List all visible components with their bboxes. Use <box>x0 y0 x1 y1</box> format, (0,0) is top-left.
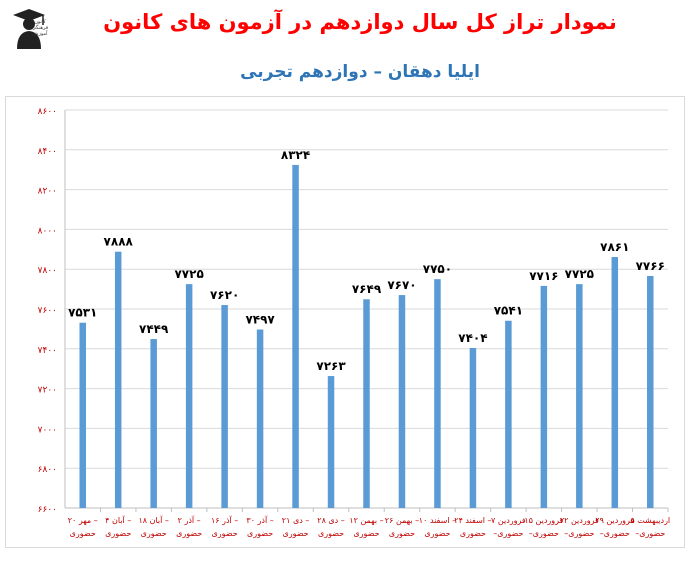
data-label: ۷۷۶۶ <box>636 259 665 273</box>
y-tick-label: ۷۴۰۰ <box>38 346 57 356</box>
graduate-icon <box>7 5 53 51</box>
x-tick-label: ۲۶ بهمن – <box>385 516 419 525</box>
x-tick-label: حضوری <box>105 529 131 538</box>
y-tick-label: ۸۶۰۰ <box>38 107 57 117</box>
bar <box>221 305 228 508</box>
x-tick-label: حضوری <box>247 529 273 538</box>
y-tick-label: ۷۲۰۰ <box>38 386 57 396</box>
x-tick-label: ۲۹ فروردین <box>595 516 634 525</box>
x-tick-label: ۲۸ دی – <box>317 516 345 525</box>
data-label: ۷۶۲۰ <box>210 288 239 302</box>
x-tick-label: ۲۲ فروردین <box>560 516 599 525</box>
y-tick-label: ۷۸۰۰ <box>38 266 57 276</box>
x-tick-label: حضوری <box>389 529 415 538</box>
data-label: ۷۷۱۶ <box>529 269 558 283</box>
data-label: ۷۴۴۹ <box>139 322 169 336</box>
y-tick-label: ۷۰۰۰ <box>38 425 57 435</box>
data-label: ۷۲۶۳ <box>316 359 346 373</box>
data-label: ۷۷۲۵ <box>565 267 594 281</box>
x-tick-label: –حضوری <box>529 529 559 538</box>
data-label: ۷۷۵۰ <box>423 262 452 276</box>
chart-frame <box>5 96 685 548</box>
bar <box>292 164 299 508</box>
x-tick-label: حضوری <box>460 529 486 538</box>
data-label: ۷۸۸۸ <box>104 235 134 249</box>
data-label: ۷۵۳۱ <box>68 306 97 320</box>
x-tick-label: حضوری <box>318 529 344 538</box>
bar <box>185 284 193 508</box>
y-tick-label: ۸۲۰۰ <box>38 187 57 197</box>
x-tick-label: ۷ فروردین <box>491 516 526 525</box>
x-tick-label: حضوری <box>353 529 379 538</box>
bar <box>611 257 619 508</box>
bar <box>540 285 548 508</box>
x-tick-label: حضوری <box>424 529 450 538</box>
x-tick-label: ۱۸ آبان – <box>138 515 168 525</box>
x-tick-label: ۱۲ بهمن – <box>349 516 383 525</box>
data-label: ۷۵۴۱ <box>494 304 523 318</box>
x-tick-label: حضوری <box>212 529 238 538</box>
logo: کانون فرهنگی آموزش <box>7 5 53 51</box>
data-label: ۷۴۰۴ <box>458 331 487 345</box>
y-tick-label: ۶۶۰۰ <box>38 505 57 515</box>
y-tick-label: ۸۴۰۰ <box>38 147 57 157</box>
x-tick-label: ۱۰ اسفند – <box>419 516 456 525</box>
x-tick-label: ۱۵ فروردین <box>524 516 563 525</box>
x-tick-label: ۲ آذر – <box>178 515 201 525</box>
x-tick-label: حضوری <box>176 529 202 538</box>
x-tick-label: –حضوری <box>600 529 630 538</box>
x-tick-label: ۱۶ آذر – <box>211 515 238 525</box>
bar <box>434 279 441 508</box>
x-tick-label: ۳۰ آذر – <box>246 515 273 525</box>
data-label: ۷۷۲۵ <box>174 267 203 281</box>
x-tick-label: حضوری <box>70 529 96 538</box>
data-label: ۷۶۷۰ <box>387 278 416 292</box>
y-tick-label: ۷۶۰۰ <box>38 306 57 316</box>
bar <box>79 322 86 508</box>
x-tick-label: ۲۴ اسفند – <box>454 516 491 525</box>
bar <box>505 320 512 508</box>
y-tick-label: ۶۸۰۰ <box>38 465 57 475</box>
bar <box>327 376 335 508</box>
x-tick-label: حضوری <box>141 529 167 538</box>
bar <box>469 348 477 508</box>
x-tick-label: ۵ اردیبهشت <box>630 516 670 525</box>
y-tick-label: ۸۰۰۰ <box>38 226 57 236</box>
chart-title: نمودار تراز کل سال دوازدهم در آزمون های … <box>103 10 617 34</box>
bar <box>647 275 654 508</box>
bar <box>398 295 406 508</box>
x-tick-label: –حضوری <box>564 529 594 538</box>
x-tick-label: ۲۱ دی – <box>282 516 310 525</box>
bar <box>576 284 583 508</box>
bar <box>114 251 122 509</box>
data-label: ۷۶۴۹ <box>352 282 382 296</box>
x-tick-label: ۲۰ مهر – <box>68 516 98 525</box>
logo-text: کانون فرهنگی آموزش <box>31 19 49 37</box>
x-tick-label: ۴ آبان – <box>105 515 131 525</box>
data-label: ۷۴۹۷ <box>245 312 275 326</box>
x-tick-label: –حضوری <box>635 529 665 538</box>
chart-subtitle: ایلیا دهقان – دوازدهم تجربی <box>240 62 480 82</box>
bar <box>150 339 157 508</box>
bar <box>256 329 264 508</box>
data-label: ۷۸۶۱ <box>600 240 629 254</box>
data-label: ۸۳۲۴ <box>281 148 310 162</box>
x-tick-label: حضوری <box>282 529 308 538</box>
bar <box>363 299 370 508</box>
x-tick-label: –حضوری <box>493 529 523 538</box>
